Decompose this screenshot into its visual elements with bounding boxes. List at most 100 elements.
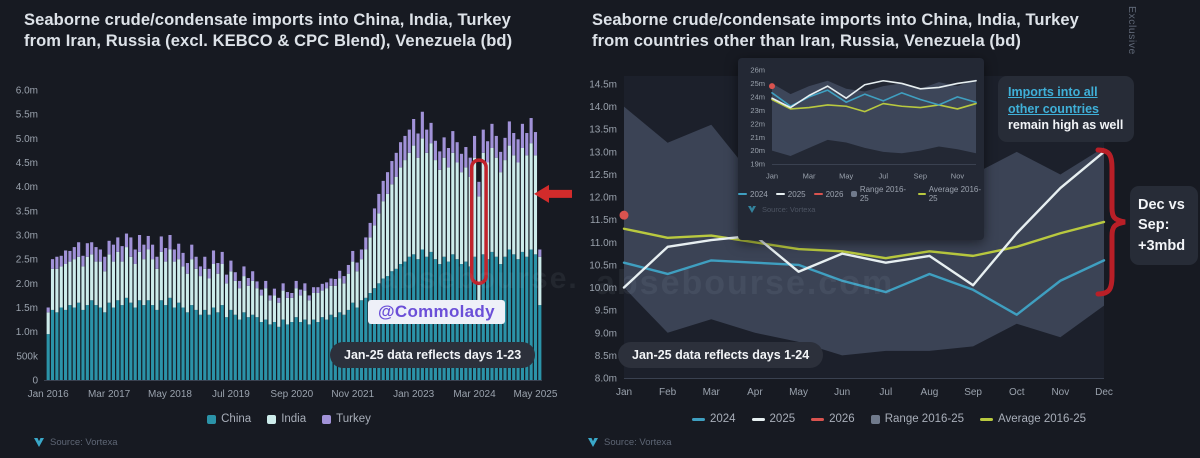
svg-text:Jul 2019: Jul 2019 <box>212 389 250 400</box>
legend-marker-icon <box>738 193 747 195</box>
legend-label: Average 2016-25 <box>998 413 1087 425</box>
legend-label: Average 2016-25 <box>928 185 982 203</box>
legend-label: Range 2016-25 <box>859 185 907 203</box>
svg-text:3.5m: 3.5m <box>16 206 38 217</box>
svg-text:Nov 2021: Nov 2021 <box>331 389 374 400</box>
svg-text:21m: 21m <box>750 133 765 142</box>
svg-text:Nov: Nov <box>951 172 965 181</box>
right-note-badge: Jan-25 data reflects days 1-24 <box>618 342 824 368</box>
svg-text:May 2018: May 2018 <box>148 389 192 400</box>
svg-text:May: May <box>839 172 853 181</box>
svg-text:22m: 22m <box>750 119 765 128</box>
legend-marker-icon <box>813 193 823 195</box>
legend-item-average-2016-25: Average 2016-25 <box>917 185 984 203</box>
svg-text:1.0m: 1.0m <box>16 327 38 338</box>
left-chart-title: Seaborne crude/condensate imports into C… <box>24 10 512 53</box>
inset-chart-svg: 19m 20m 21m 22m 23m 24m 25m 26m Jan Mar May Jul Sep N… <box>750 66 977 181</box>
svg-text:Sep: Sep <box>964 387 982 398</box>
svg-text:Mar 2024: Mar 2024 <box>453 389 496 400</box>
left-title-line2: from Iran, Russia (excl. KEBCO & CPC Ble… <box>24 32 513 51</box>
svg-text:Jan 2016: Jan 2016 <box>28 389 70 400</box>
left-chart-panel: Seaborne crude/condensate imports into C… <box>0 0 578 458</box>
legend-marker-icon <box>851 191 857 197</box>
svg-text:Oct: Oct <box>1009 387 1025 398</box>
series-line-Average-2016-25 <box>771 98 977 113</box>
svg-text:Jan: Jan <box>766 172 778 181</box>
red-arrow-icon <box>534 184 572 203</box>
svg-text:6.0m: 6.0m <box>16 86 38 97</box>
inset-source-label: Source: Vortexa <box>762 205 816 214</box>
right-source-footer: Source: Vortexa <box>588 437 672 448</box>
right-chart-area: 8.0m 8.5m 9.0m 9.5m 10.0m 10.5m 11.0m 11.5m 12.0… <box>578 58 1200 425</box>
svg-text:10.5m: 10.5m <box>589 260 617 271</box>
red-bracket <box>1095 147 1126 297</box>
legend-label: China <box>221 413 252 425</box>
series-line-2025 <box>771 79 977 109</box>
svg-text:23m: 23m <box>750 106 765 115</box>
legend-item-average-2016-25: Average 2016-25 <box>980 413 1086 425</box>
svg-text:Aug: Aug <box>921 387 939 398</box>
left-title-line1: Seaborne crude/condensate imports into C… <box>24 11 511 29</box>
legend-item-turkey: Turkey <box>322 413 371 425</box>
svg-text:Apr: Apr <box>747 387 763 398</box>
right-source-label: Source: Vortexa <box>604 437 672 448</box>
svg-text:Feb: Feb <box>659 387 677 398</box>
svg-text:Mar: Mar <box>803 172 816 181</box>
svg-text:19m: 19m <box>750 160 765 169</box>
legend-marker-icon <box>870 414 880 424</box>
commolady-handle-badge: @Commolady <box>368 300 505 324</box>
legend-marker-icon <box>691 417 705 421</box>
svg-text:Nov: Nov <box>1051 387 1069 398</box>
imports-callout: Imports into all other countries remain … <box>998 76 1134 142</box>
left-note-badge: Jan-25 data reflects days 1-23 <box>330 342 536 368</box>
right-title-line2: from countries other than Iran, Russia, … <box>592 32 1021 51</box>
legend-item-2024: 2024 <box>691 413 736 425</box>
svg-text:11.5m: 11.5m <box>590 215 617 226</box>
left-source-label: Source: Vortexa <box>50 437 118 448</box>
legend-marker-icon <box>751 417 765 421</box>
legend-label: 2024 <box>750 189 768 199</box>
left-chart-area: 0 500k 1.0m 1.5m 2.0m 2.5m 3.0m 3.5m 4.0m 4.5m 5.0… <box>0 66 578 426</box>
imports-callout-text: remain high as well <box>1008 118 1124 132</box>
legend-marker-icon <box>811 417 825 421</box>
svg-text:Dec: Dec <box>1095 387 1113 398</box>
svg-text:Sep 2020: Sep 2020 <box>270 389 313 400</box>
series-dot-2026 <box>769 83 775 90</box>
svg-text:2.5m: 2.5m <box>16 255 38 266</box>
svg-text:May 2025: May 2025 <box>514 389 558 400</box>
legend-item-china: China <box>207 413 251 425</box>
svg-text:13.5m: 13.5m <box>589 125 617 136</box>
exclusive-sidebar-label: Exclusive <box>1126 6 1138 55</box>
dec-vs-sep-callout: Dec vs Sep: +3mbd <box>1130 186 1198 265</box>
legend-marker-icon <box>207 414 217 424</box>
inset-chart-legend: 2024 2025 2026 Range 2016-25 Average 2016-25 <box>738 185 984 203</box>
legend-item-2026: 2026 <box>811 413 855 425</box>
svg-text:4.5m: 4.5m <box>16 158 38 169</box>
svg-text:0: 0 <box>32 376 38 387</box>
legend-item-2026: 2026 <box>813 185 843 203</box>
right-title-line1: Seaborne crude/condensate imports into C… <box>592 11 1079 29</box>
inset-source-footer: Source: Vortexa <box>748 205 984 214</box>
inset-chart-panel: 19m 20m 21m 22m 23m 24m 25m 26m Jan Mar May Jul Sep N… <box>738 58 984 240</box>
vortexa-logo-icon <box>748 206 756 213</box>
svg-text:8.5m: 8.5m <box>595 351 617 362</box>
legend-item-2025: 2025 <box>775 185 806 203</box>
series-line-2024 <box>622 259 1106 316</box>
stacked-bars <box>46 111 542 380</box>
highlight-rect <box>469 158 488 286</box>
svg-text:4.0m: 4.0m <box>16 182 38 193</box>
imports-callout-link[interactable]: Imports into all other countries <box>1008 85 1099 116</box>
svg-text:25m: 25m <box>750 79 765 88</box>
svg-text:Jan 2023: Jan 2023 <box>393 389 435 400</box>
svg-text:5.5m: 5.5m <box>16 110 38 121</box>
legend-marker-icon <box>267 414 277 424</box>
legend-item-range-2016-25: Range 2016-25 <box>851 185 909 203</box>
svg-text:26m: 26m <box>750 66 765 75</box>
svg-text:10.0m: 10.0m <box>589 283 617 294</box>
legend-marker-icon <box>917 193 926 195</box>
svg-text:24m: 24m <box>750 92 765 101</box>
svg-text:2.0m: 2.0m <box>16 279 38 290</box>
svg-text:500k: 500k <box>16 351 39 362</box>
vortexa-logo-icon <box>588 438 598 447</box>
